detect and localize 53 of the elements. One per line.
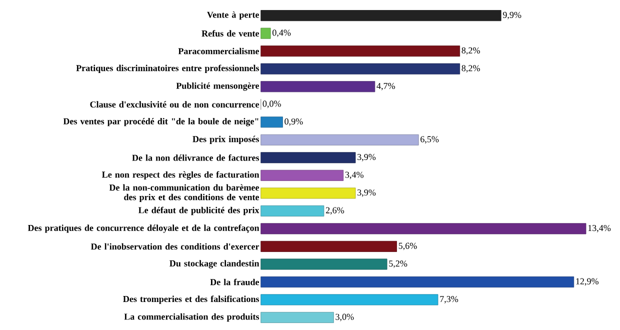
data-label: 8,2%: [462, 65, 480, 73]
bar: [260, 63, 460, 74]
y-tick-label: Des prix imposés: [192, 136, 260, 144]
bar: [260, 240, 397, 252]
y-tick-label: La commercialisation des produits: [124, 313, 260, 322]
bar: [260, 28, 271, 39]
y-tick-label: Clause d'exclusivité ou de non concurrence: [90, 101, 260, 108]
data-label: 4,7%: [376, 82, 396, 90]
data-label: 9,9%: [502, 12, 522, 20]
bar: [260, 46, 460, 57]
bar: [260, 116, 283, 128]
bar: [260, 205, 324, 216]
y-tick-label: Paracommercialisme: [178, 48, 260, 54]
y-tick-label: De la non-communication du barèmee des prix et des conditions de vente: [109, 184, 260, 202]
bar: [260, 276, 574, 288]
y-tick-label: De la fraude: [210, 278, 260, 286]
y-tick-label: Des tromperies et des falsifications: [123, 296, 260, 304]
y-tick-label: De l'inobservation des conditions d'exercer: [90, 243, 260, 250]
bar: [260, 81, 376, 92]
y-tick-label: Des pratiques de concurrence déloyale et de la contrefaçon: [28, 224, 260, 233]
y-tick-label: Le non respect des règles de facturation: [102, 171, 260, 180]
data-label: 13,4%: [588, 224, 611, 232]
y-tick-label: Du stockage clandestin: [170, 260, 260, 268]
data-label: 3,9%: [358, 189, 376, 197]
y-tick-label: Vente à perte: [207, 11, 260, 20]
bar: [260, 223, 586, 234]
data-label: 5,6%: [398, 242, 417, 250]
y-tick-label: Le défaut de publicité des prix: [138, 206, 260, 216]
data-label: 3,0%: [336, 314, 354, 322]
data-label: 5,2%: [389, 260, 408, 268]
y-tick-label: De la non délivrance de factures: [132, 154, 260, 161]
data-label: 0,0%: [262, 100, 281, 108]
bar: [260, 294, 438, 306]
bar: [260, 134, 419, 146]
data-label: 0,9%: [284, 118, 303, 126]
y-tick-label: Publicité mensongère: [176, 82, 260, 91]
data-label: 3,4%: [345, 172, 364, 180]
data-label: 8,2%: [462, 47, 480, 55]
data-label: 12,9%: [576, 278, 598, 286]
y-tick-label: Refus de vente: [202, 30, 260, 37]
bar: [260, 170, 344, 181]
data-label: 6,5%: [420, 136, 439, 144]
bar: [260, 258, 388, 270]
bar: [260, 312, 334, 323]
y-tick-label: Des ventes par procédé dit "de la boule de neige": [63, 118, 258, 126]
data-label: 7,3%: [440, 296, 458, 304]
bar: [260, 188, 356, 199]
data-label: 2,6%: [326, 207, 344, 215]
y-tick-label: Pratiques discriminatoires entre professionnels: [76, 64, 260, 73]
bar: [260, 10, 502, 22]
data-label: 0,4%: [272, 30, 291, 38]
bar: [260, 152, 356, 164]
data-label: 3,9%: [358, 154, 376, 162]
